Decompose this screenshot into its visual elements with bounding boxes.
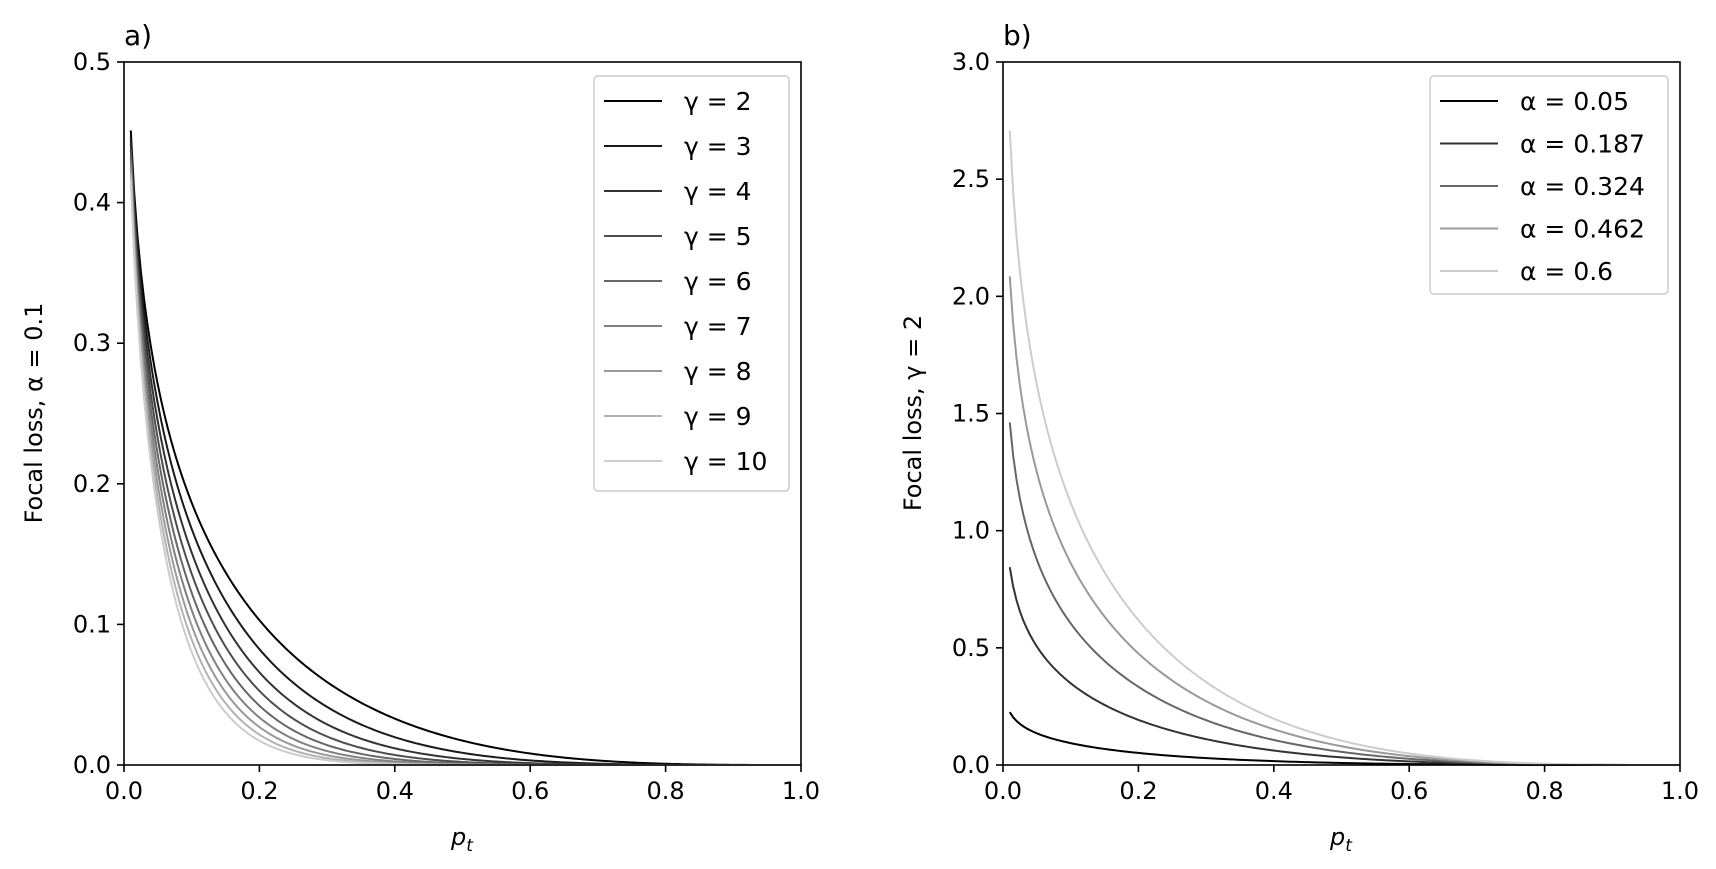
panel-a-y-ticks: 0.0 0.1 0.2 0.3 0.4 0.5 [73,48,124,779]
panel-b-y-ticks: 0.0 0.5 1.0 1.5 2.0 2.5 3.0 [952,48,1003,779]
panel-a-y-tick-label: 0.2 [73,470,111,498]
panel-b-legend-label-3: α = 0.324 [1520,172,1645,201]
panel-a-legend-label-6: γ = 7 [684,312,752,341]
panel-b-legend-label-4: α = 0.462 [1520,215,1645,244]
panel-a: a) 0.0 0.2 0.4 0.6 0.8 1.0 0.0 0.1 0.2 0.3 0.4 0.5… [20,19,820,856]
panel-a-x-tick-label: 0.8 [647,777,685,805]
panel-b-series-line-4 [1008,276,1680,766]
panel-b: b) 0.0 0.2 0.4 0.6 0.8 1.0 0.0 0.5 1.0 1.5 2.0 2.5… [899,19,1699,856]
panel-a-legend-box [593,75,790,492]
panel-b-x-tick-label: 0.8 [1526,777,1564,805]
panel-a-x-tick-label: 0.2 [240,777,278,805]
panel-b-series-line-3 [1008,422,1680,766]
panel-a-legend-label-1: γ = 2 [684,87,752,116]
panel-b-legend-label-1: α = 0.05 [1520,87,1629,116]
panel-a-legend: γ = 2 γ = 3 γ = 4 γ = 5 γ = 6 γ = 7 γ = 8 γ = 9… [593,75,790,492]
panel-b-y-tick-label: 0.0 [952,751,990,779]
panel-a-y-tick-label: 0.3 [73,329,111,357]
panel-a-legend-label-7: γ = 8 [684,357,752,386]
panel-b-y-tick-label: 2.0 [952,282,990,310]
panel-a-y-tick-label: 0.0 [73,751,111,779]
panel-b-y-tick-label: 1.5 [952,400,990,428]
panel-b-x-axis-label: pt [1329,823,1353,856]
panel-a-y-tick-label: 0.1 [73,610,111,638]
panel-b-x-tick-label: 0.0 [984,777,1022,805]
panel-b-y-tick-label: 3.0 [952,48,990,76]
panel-b-x-tick-label: 0.2 [1119,777,1157,805]
panel-b-x-tick-label: 1.0 [1661,777,1699,805]
panel-a-legend-label-8: γ = 9 [684,402,752,431]
panel-b-y-tick-label: 1.0 [952,517,990,545]
panel-b-x-tick-label: 0.4 [1255,777,1293,805]
panel-a-legend-label-4: γ = 5 [684,222,752,251]
panel-a-legend-label-2: γ = 3 [684,132,752,161]
panel-b-legend: α = 0.05 α = 0.187 α = 0.324 α = 0.462 α = 0… [1429,75,1669,295]
panel-a-y-axis-label: Focal loss, α = 0.1 [20,303,48,524]
panel-b-y-tick-label: 2.5 [952,165,990,193]
panel-b-x-tick-label: 0.6 [1390,777,1428,805]
panel-b-legend-label-2: α = 0.187 [1520,130,1645,159]
panel-b-y-axis-label: Focal loss, γ = 2 [899,315,927,511]
panel-a-label: a) [124,19,152,52]
panel-a-y-tick-label: 0.5 [73,48,111,76]
panel-a-x-tick-label: 1.0 [782,777,820,805]
panel-a-frame [123,61,802,766]
panel-b-x-ticks: 0.0 0.2 0.4 0.6 0.8 1.0 [984,765,1699,805]
panel-a-x-axis-label: pt [450,823,474,856]
panel-b-legend-box [1429,75,1669,295]
panel-b-legend-label-5: α = 0.6 [1520,257,1613,286]
panel-b-y-tick-label: 0.5 [952,634,990,662]
panel-a-x-tick-label: 0.6 [511,777,549,805]
panel-a-x-tick-label: 0.0 [105,777,143,805]
panel-a-y-tick-label: 0.4 [73,189,111,217]
panel-a-legend-label-5: γ = 6 [684,267,752,296]
panel-a-legend-label-9: γ = 10 [684,447,767,476]
panel-a-x-ticks: 0.0 0.2 0.4 0.6 0.8 1.0 [105,765,820,805]
panel-a-x-tick-label: 0.4 [376,777,414,805]
panel-a-legend-label-3: γ = 4 [684,177,752,206]
panel-b-label: b) [1003,19,1032,52]
